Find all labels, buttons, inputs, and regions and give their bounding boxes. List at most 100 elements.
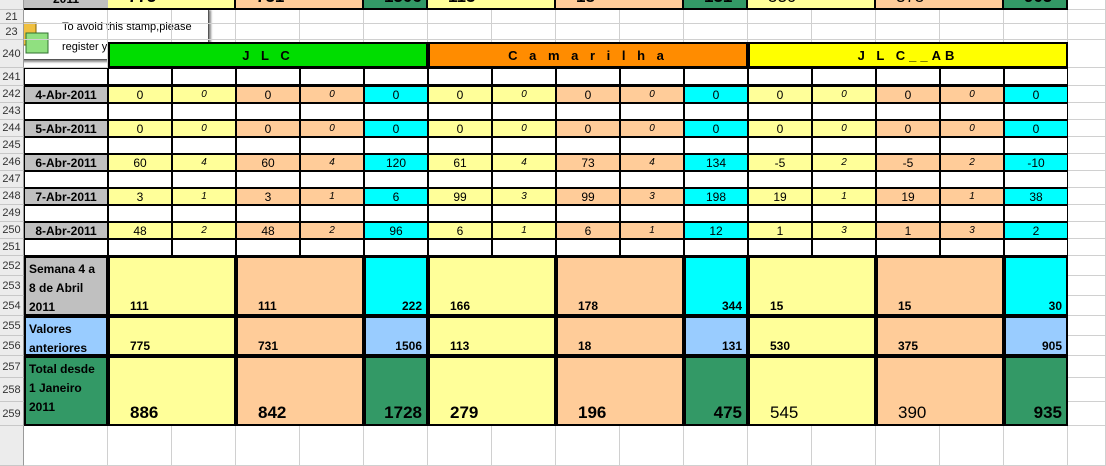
empty-cell[interactable] [876,68,940,85]
empty-cell[interactable] [300,137,364,154]
grid-cell[interactable] [1068,188,1106,205]
total-value-cell[interactable]: 12 [684,222,748,239]
valores-value[interactable]: 1506 [364,316,428,356]
empty-cell[interactable] [940,103,1004,120]
valores-value[interactable]: 375 [876,316,1004,356]
grid-cell[interactable] [1068,205,1106,222]
grid-cell[interactable] [1004,10,1068,24]
value-cell[interactable]: 48 [108,222,172,239]
row-header[interactable]: 246 [0,154,24,171]
value-cell[interactable]: 0 [556,120,620,137]
empty-cell[interactable] [812,205,876,222]
total-value-cell[interactable]: 6 [364,188,428,205]
total-value-cell[interactable]: 0 [1004,86,1068,103]
grid-cell[interactable] [1068,86,1106,103]
empty-cell[interactable] [812,137,876,154]
value-cell[interactable]: 3 [236,188,300,205]
value-cell[interactable]: -5 [748,154,812,171]
value-cell[interactable]: 4 [620,154,684,171]
date-cell[interactable]: 7-Abr-2011 [24,188,108,205]
value-cell[interactable]: 0 [108,86,172,103]
valores-value[interactable]: 18 [556,316,684,356]
row-header[interactable]: 241 [0,68,24,86]
value-cell[interactable]: 0 [876,120,940,137]
empty-cell[interactable] [620,239,684,256]
empty-cell[interactable] [300,103,364,120]
empty-cell[interactable] [364,239,428,256]
value-cell[interactable]: 0 [428,86,492,103]
semana-value[interactable]: 111 [108,256,236,316]
grid-cell[interactable] [1068,426,1106,466]
empty-cell[interactable] [492,103,556,120]
grid-cell[interactable] [876,426,940,466]
empty-cell[interactable] [684,205,748,222]
value-cell[interactable]: 0 [940,120,1004,137]
empty-cell[interactable] [364,171,428,188]
value-cell[interactable]: 3 [940,222,1004,239]
empty-cell[interactable] [876,137,940,154]
grid-cell[interactable] [1068,103,1106,120]
empty-cell[interactable] [364,68,428,85]
grid-cell[interactable] [492,426,556,466]
value-cell[interactable]: 0 [812,86,876,103]
empty-cell[interactable] [236,239,300,256]
row-header[interactable]: 23 [0,24,24,40]
grid-cell[interactable] [492,24,556,40]
total_desde-value[interactable]: 842 [236,356,364,426]
empty-cell[interactable] [492,68,556,85]
grid-cell[interactable] [492,10,556,24]
empty-cell[interactable] [428,137,492,154]
value-cell[interactable]: 4 [172,154,236,171]
grid-cell[interactable] [684,426,748,466]
total-value-cell[interactable]: 38 [1004,188,1068,205]
value-cell[interactable]: 0 [556,86,620,103]
total-value-cell[interactable]: 0 [364,120,428,137]
grid-cell[interactable] [1068,378,1106,402]
grid-cell[interactable] [1068,296,1106,316]
row-header[interactable]: 253 [0,276,24,296]
partial-value[interactable]: 530 [748,0,876,10]
date-cell[interactable]: 5-Abr-2011 [24,120,108,137]
semana-value[interactable]: 166 [428,256,556,316]
grid-cell[interactable] [364,426,428,466]
empty-cell[interactable] [1004,205,1068,222]
value-cell[interactable]: 99 [428,188,492,205]
total-value-cell[interactable]: 0 [684,86,748,103]
grid-cell[interactable] [1068,356,1106,378]
value-cell[interactable]: 0 [748,120,812,137]
value-cell[interactable]: 0 [748,86,812,103]
grid-cell[interactable] [1068,24,1106,40]
row-header[interactable]: 244 [0,120,24,137]
empty-cell[interactable] [492,239,556,256]
empty-cell[interactable] [812,103,876,120]
empty-cell[interactable] [876,171,940,188]
total_desde-value[interactable]: 886 [108,356,236,426]
semana-value[interactable]: 15 [748,256,876,316]
grid-cell[interactable] [748,24,812,40]
empty-cell[interactable] [812,171,876,188]
grid-cell[interactable] [620,426,684,466]
grid-cell[interactable] [1068,336,1106,356]
total_desde-label[interactable]: Total desde 1 Janeiro 2011 [24,356,108,426]
total-value-cell[interactable]: 0 [684,120,748,137]
total-value-cell[interactable]: 2 [1004,222,1068,239]
total_desde-value[interactable]: 1728 [364,356,428,426]
grid-cell[interactable] [1068,154,1106,171]
grid-cell[interactable] [172,426,236,466]
grid-cell[interactable] [940,10,1004,24]
valores-value[interactable]: 731 [236,316,364,356]
row-header[interactable]: 250 [0,222,24,239]
empty-cell[interactable] [940,137,1004,154]
grid-cell[interactable] [1068,171,1106,188]
partial-value[interactable]: 113 [428,0,556,10]
row-header[interactable]: 21 [0,10,24,24]
empty-cell[interactable] [364,137,428,154]
value-cell[interactable]: 61 [428,154,492,171]
empty-cell[interactable] [24,239,108,256]
value-cell[interactable]: 99 [556,188,620,205]
empty-cell[interactable] [620,205,684,222]
row-header[interactable]: 256 [0,336,24,356]
semana-value[interactable]: 222 [364,256,428,316]
grid-cell[interactable] [556,24,620,40]
